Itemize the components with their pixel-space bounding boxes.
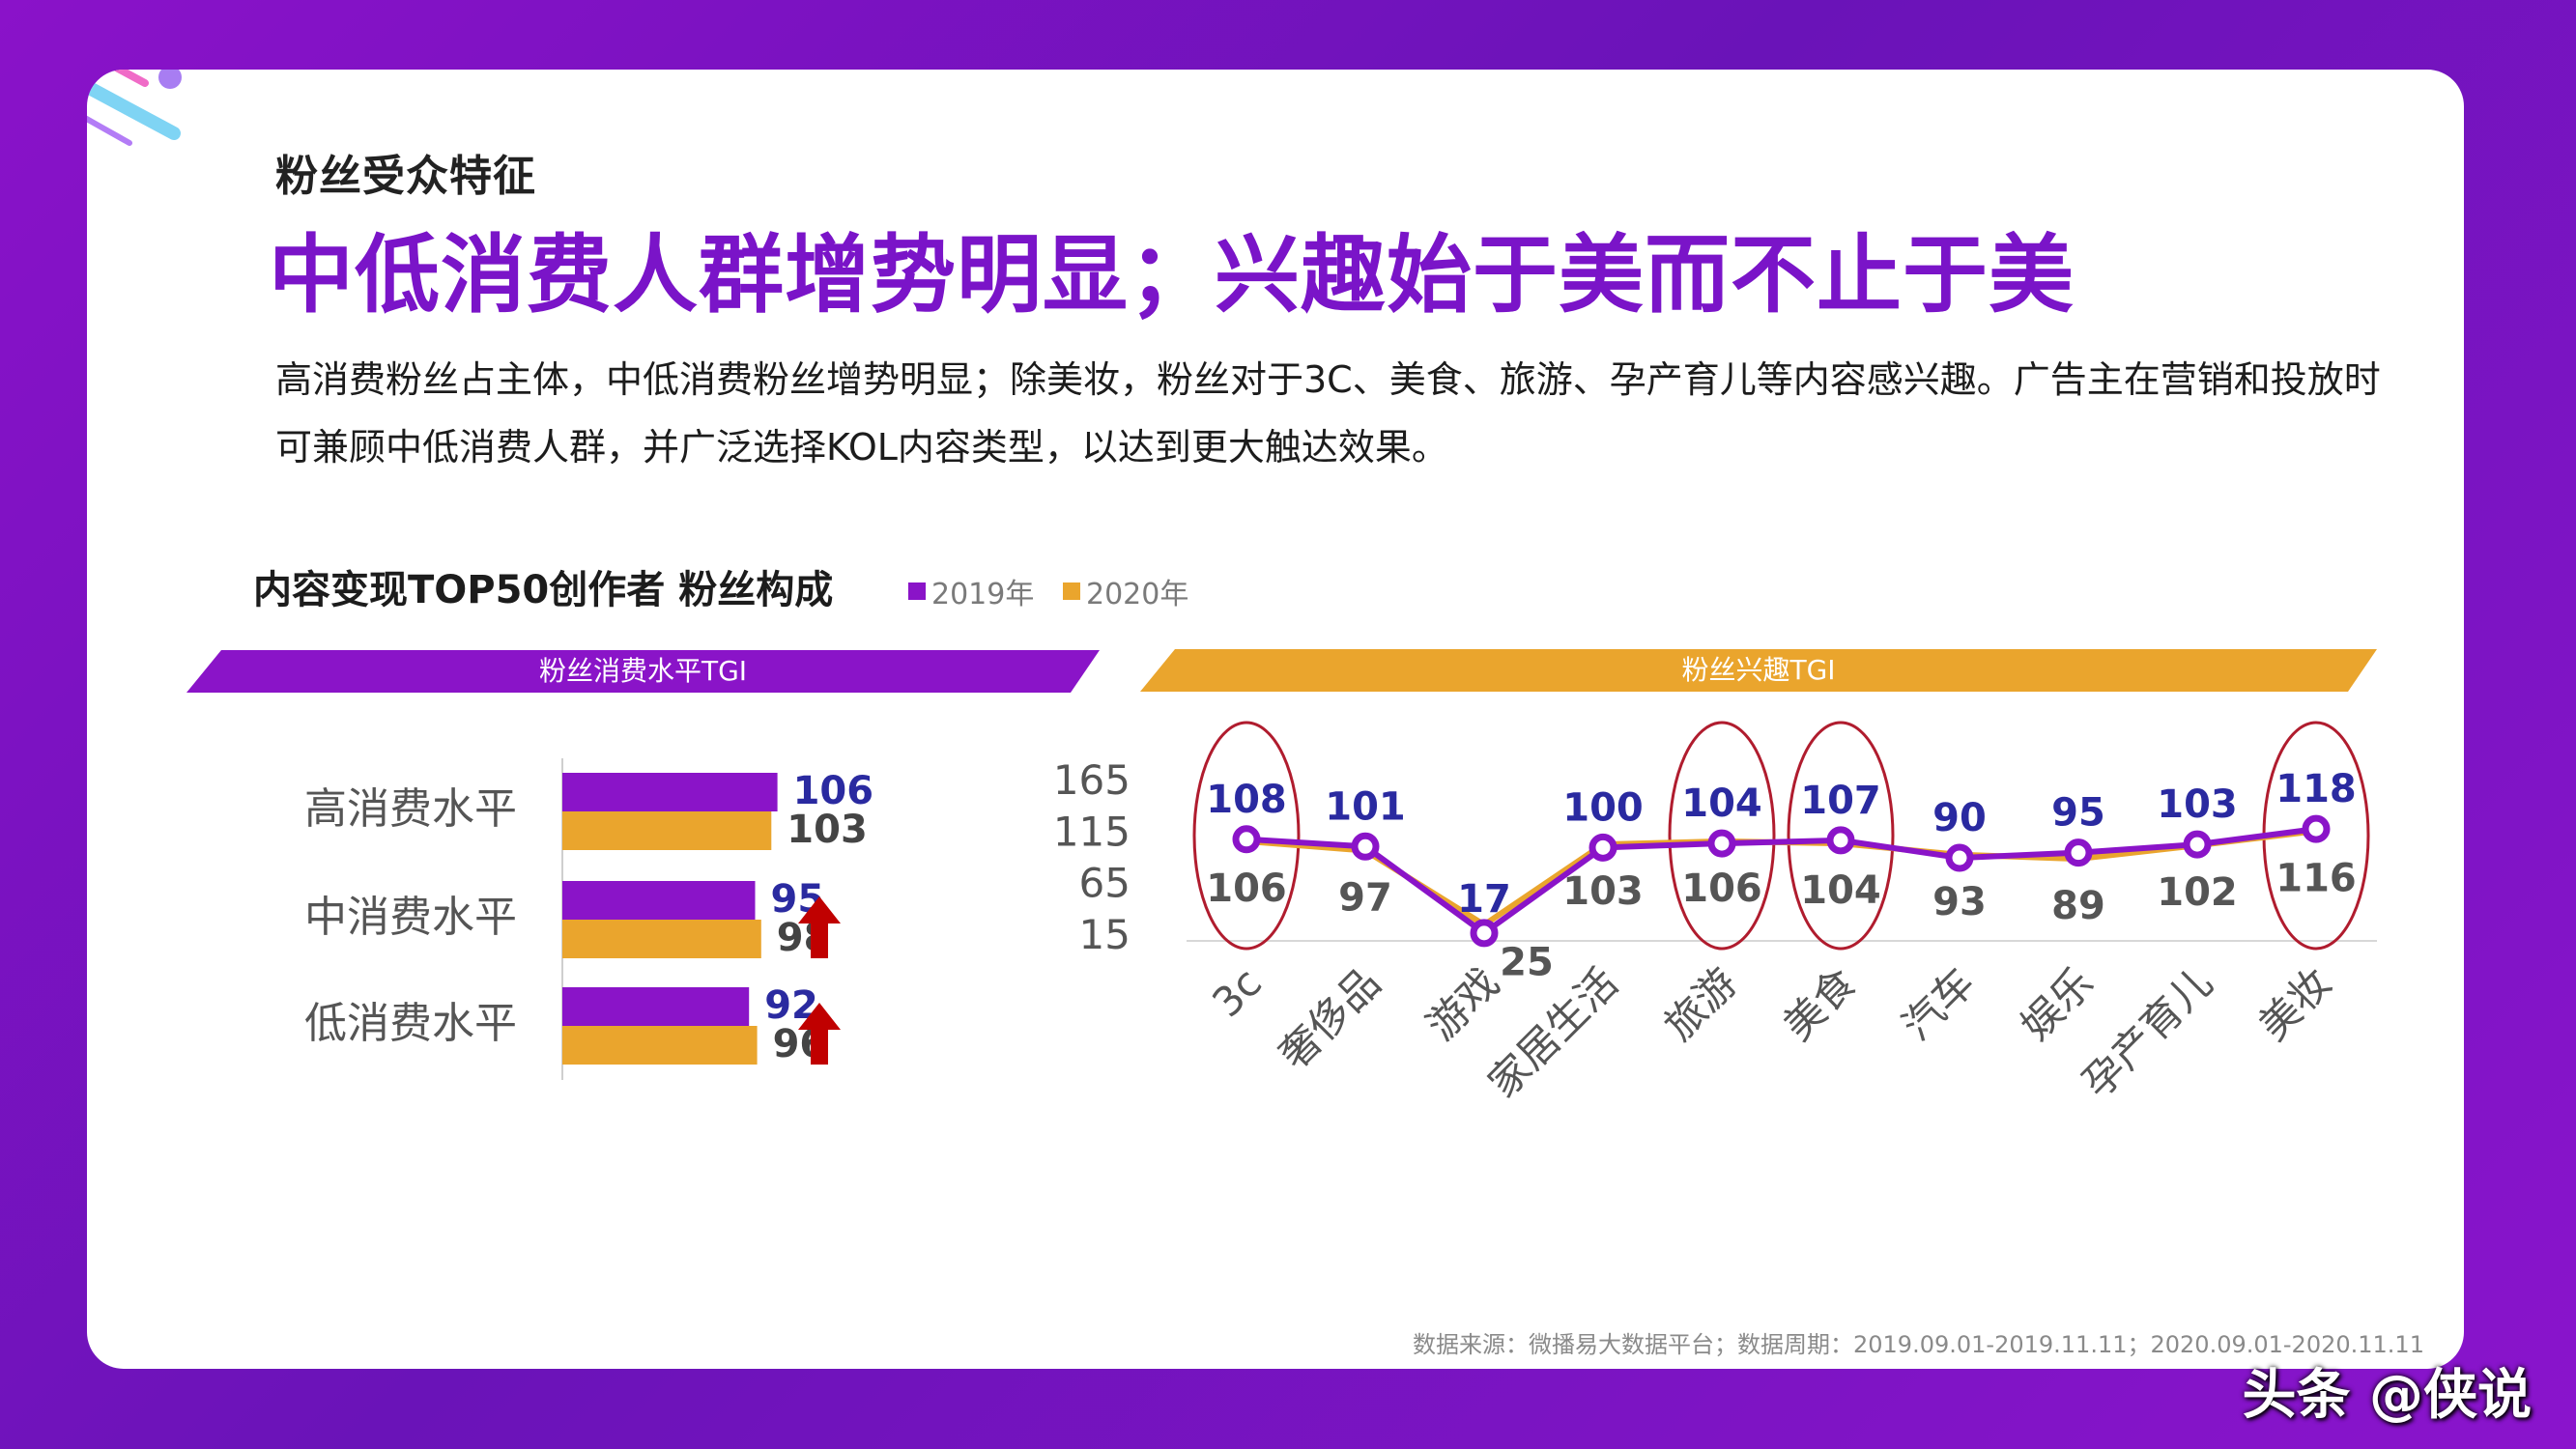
x-category-label: 娱乐 [2012,958,2103,1049]
value-label-2019: 103 [2157,782,2238,827]
bar-value-label: 103 [787,808,868,852]
value-label-2020: 97 [1338,876,1392,921]
legend-2019: 2019年 [908,570,1034,612]
x-category-label: 奢侈品 [1270,958,1389,1078]
value-label-2019: 90 [1932,796,1987,840]
bar-2019年 [562,987,750,1026]
bar-2020年 [562,811,772,850]
legend-2020: 2020年 [1063,570,1188,612]
series-line-2019年 [1245,826,2317,936]
value-label-2020: 106 [1681,867,1762,911]
bar-2020年 [562,1026,758,1065]
series-point-2019 [1826,826,1855,855]
highlight-ellipse [1787,721,1895,951]
value-label-2020: 102 [2157,870,2238,915]
watermark-text: 头条 @侠说 [2242,1364,2533,1427]
value-label-2019: 95 [2051,791,2105,836]
x-category-label: 孕产育儿 [2074,958,2221,1106]
y-tick-label: 115 [1053,808,1131,855]
value-label-2020: 93 [1932,880,1987,924]
value-label-2020: 103 [1562,869,1644,914]
x-category-label: 3c [1203,958,1271,1026]
content-card: 粉丝受众特征 中低消费人群增势明显；兴趣始于美而不止于美 高消费粉丝占主体，中低… [87,70,2464,1369]
bar-2019年 [562,881,756,920]
x-category-label: 美食 [1774,958,1865,1049]
x-category-label: 汽车 [1893,958,1984,1049]
series-point-2019 [2183,830,2212,859]
x-category-label: 旅游 [1655,958,1746,1049]
chart-title: 内容变现TOP50创作者 粉丝构成 [253,568,834,612]
interest-tgi-banner: 粉丝兴趣TGI [1140,649,2377,692]
value-label-2020: 104 [1800,868,1881,913]
bar-2019年 [562,773,778,811]
value-label-2019: 100 [1562,785,1644,830]
series-point-2019 [2302,814,2331,843]
value-label-2020: 89 [2051,884,2105,928]
y-tick-label: 65 [1079,860,1131,907]
value-label-2019: 118 [2275,767,2357,811]
bar-2020年 [562,920,761,958]
value-label-2020: 106 [1206,867,1287,911]
value-label-2020: 116 [2275,856,2357,900]
y-tick-label: 15 [1079,911,1131,958]
up-arrow-icon [798,1003,841,1065]
y-tick-label: 165 [1053,756,1131,804]
bar-value-label: 106 [793,769,874,813]
up-arrow-icon [798,896,841,958]
value-label-2019: 101 [1325,784,1406,829]
series-point-2019 [1351,832,1380,861]
legend-swatch-2020 [1063,582,1080,600]
series-point-2019 [1589,833,1617,862]
value-label-2019: 17 [1457,877,1511,922]
x-category-label: 游戏 [1417,958,1508,1049]
value-label-2019: 104 [1681,781,1762,826]
page-headline: 中低消费人群增势明显；兴趣始于美而不止于美 [269,225,2075,325]
highlight-ellipse [1668,721,1776,951]
data-source-note: 数据来源：微播易大数据平台；数据周期：2019.09.01-2019.11.11… [1413,1331,2424,1358]
section-title: 粉丝受众特征 [275,152,536,201]
value-label-2020: 25 [1500,940,1554,984]
bar-category-label: 中消费水平 [304,893,517,942]
legend-label-2020: 2020年 [1086,578,1189,611]
consumption-tgi-banner: 粉丝消费水平TGI [186,650,1100,693]
legend-swatch-2019 [908,582,926,600]
bar-category-label: 低消费水平 [304,999,517,1048]
bar-category-label: 高消费水平 [304,784,517,834]
page-description: 高消费粉丝占主体，中低消费粉丝增势明显；除美妆，粉丝对于3C、美食、旅游、孕产育… [275,358,2381,469]
series-point-2019 [1945,843,1974,872]
series-point-2019 [1232,825,1261,854]
series-point-2019 [1707,829,1736,858]
value-label-2019: 107 [1800,779,1881,823]
decorative-streaks [87,70,182,146]
series-point-2019 [2064,838,2093,867]
value-label-2019: 108 [1206,778,1287,822]
legend-label-2019: 2019年 [931,578,1035,611]
x-category-label: 美妆 [2249,958,2340,1049]
series-point-2019 [1470,919,1499,948]
highlight-ellipse [1192,721,1301,951]
